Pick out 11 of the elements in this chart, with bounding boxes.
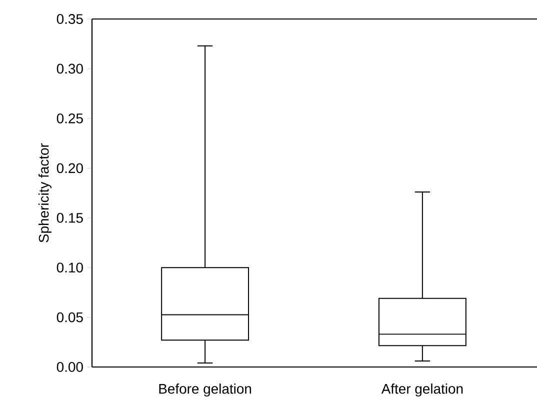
y-tick-label: 0.05 — [56, 312, 83, 322]
y-tick-label: 0.35 — [56, 14, 83, 24]
y-tick-label: 0.30 — [56, 64, 83, 74]
x-tick-label: After gelation — [381, 384, 463, 397]
y-tick-label: 0.15 — [56, 212, 83, 223]
y-axis-title: Sphericity factor — [38, 143, 52, 242]
x-tick-label: Before gelation — [159, 384, 252, 397]
y-tick-label: 0.00 — [56, 362, 83, 372]
y-tick-label: 0.20 — [56, 163, 83, 174]
y-tick-label: 0.10 — [56, 262, 83, 273]
y-tick-label: 0.25 — [56, 113, 83, 124]
